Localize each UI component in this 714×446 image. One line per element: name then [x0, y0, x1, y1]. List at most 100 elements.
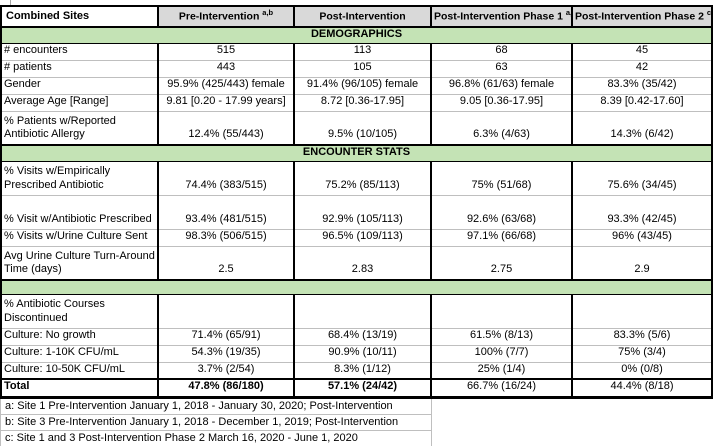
cell: 515	[157, 42, 294, 60]
cell: 54.3% (19/35)	[157, 344, 294, 362]
cell: 75% (3/4)	[571, 344, 712, 362]
cell: 6.3% (4/63)	[430, 110, 572, 145]
row-label: Gender	[1, 76, 158, 94]
footnote-marker: c	[706, 8, 712, 18]
cell: 71.4% (65/91)	[157, 327, 294, 345]
cell: 83.3% (5/6)	[571, 327, 712, 345]
row-label: # encounters	[1, 42, 158, 60]
cell: 44.4% (8/18)	[571, 378, 712, 398]
cell	[430, 293, 572, 328]
row-antibiotic-allergy: % Patients w/Reported Antibiotic Allergy…	[1, 110, 712, 145]
cell: 92.6% (63/68)	[430, 194, 572, 229]
cell: 9.05 [0.36-17.95]	[430, 93, 572, 111]
cell: 2.9	[571, 245, 712, 280]
cell	[571, 293, 712, 328]
cell: 75% (51/68)	[430, 160, 572, 195]
cell: 113	[293, 42, 431, 60]
row-label: % Patients w/Reported Antibiotic Allergy	[1, 110, 158, 145]
data-table: Combined Sites Pre-Intervention a,b Post…	[0, 5, 713, 399]
cell: 12.4% (55/443)	[157, 110, 294, 145]
row-label: Culture: 10-50K CFU/mL	[1, 361, 158, 380]
cell: 2.75	[430, 245, 572, 280]
header-label: Pre-Intervention	[178, 10, 260, 23]
header-combined-sites: Combined Sites	[1, 6, 158, 27]
cell: 3.7% (2/54)	[157, 361, 294, 380]
row-antibiotic-prescribed: % Visit w/Antibiotic Prescribed 93.4% (4…	[1, 194, 712, 229]
cell: 9.81 [0.20 - 17.99 years]	[157, 93, 294, 111]
row-total: Total 47.8% (86/180) 57.1% (24/42) 66.7%…	[1, 378, 712, 398]
row-label: % Visits w/Urine Culture Sent	[1, 228, 158, 246]
cell: 57.1% (24/42)	[293, 378, 431, 398]
cell: 8.72 [0.36-17.95]	[293, 93, 431, 111]
header-post-intervention-phase2: Post-Intervention Phase 2 c	[571, 6, 712, 27]
cell: 45	[571, 42, 712, 60]
footnote-c: c: Site 1 and 3 Post-Intervention Phase …	[1, 431, 431, 446]
cell: 97.1% (66/68)	[430, 228, 572, 246]
cell: 83.3% (35/42)	[571, 76, 712, 94]
cell: 2.83	[293, 245, 431, 280]
row-gender: Gender 95.9% (425/443) female 91.4% (96/…	[1, 76, 712, 94]
row-label: Culture: 1-10K CFU/mL	[1, 344, 158, 362]
row-label: Avg Urine Culture Turn-Around Time (days…	[1, 245, 158, 280]
row-patients: # patients 443 105 63 42	[1, 59, 712, 77]
cell: 14.3% (6/42)	[571, 110, 712, 145]
cell: 0% (0/8)	[571, 361, 712, 380]
cell: 96% (43/45)	[571, 228, 712, 246]
cell: 47.8% (86/180)	[157, 378, 294, 398]
footnote-marker: a,b	[565, 8, 572, 18]
cell: 96.5% (109/113)	[293, 228, 431, 246]
cell: 2.5	[157, 245, 294, 280]
header-label: Post-Intervention	[319, 10, 406, 23]
cell: 25% (1/4)	[430, 361, 572, 380]
cell: 93.3% (42/45)	[571, 194, 712, 229]
row-label: Total	[1, 378, 158, 398]
row-label: Average Age [Range]	[1, 93, 158, 111]
cell: 100% (7/7)	[430, 344, 572, 362]
cell: 66.7% (16/24)	[430, 378, 572, 398]
cell: 68	[430, 42, 572, 60]
cell	[293, 293, 431, 328]
cell: 96.8% (61/63) female	[430, 76, 572, 94]
cell: 68.4% (13/19)	[293, 327, 431, 345]
row-label: # patients	[1, 59, 158, 77]
section-encounter-stats: ENCOUNTER STATS	[1, 144, 712, 162]
cell: 75.2% (85/113)	[293, 160, 431, 195]
cell: 8.3% (1/12)	[293, 361, 431, 380]
row-label: % Visit w/Antibiotic Prescribed	[1, 194, 158, 229]
row-urine-culture-sent: % Visits w/Urine Culture Sent 98.3% (506…	[1, 228, 712, 246]
row-label: % Visits w/Empirically Prescribed Antibi…	[1, 160, 158, 195]
cell: 42	[571, 59, 712, 77]
cell: 8.39 [0.42-17.60]	[571, 93, 712, 111]
cell: 91.4% (96/105) female	[293, 76, 431, 94]
header-post-intervention: Post-Intervention	[293, 6, 431, 27]
row-average-age: Average Age [Range] 9.81 [0.20 - 17.99 y…	[1, 93, 712, 111]
cell	[157, 293, 294, 328]
row-turnaround-time: Avg Urine Culture Turn-Around Time (days…	[1, 245, 712, 280]
separator-cell	[1, 279, 712, 295]
cell: 93.4% (481/515)	[157, 194, 294, 229]
section-separator	[1, 279, 712, 295]
cell: 105	[293, 59, 431, 77]
section-demographics-label: DEMOGRAPHICS	[1, 26, 712, 44]
cell: 74.4% (383/515)	[157, 160, 294, 195]
cell: 75.6% (34/45)	[571, 160, 712, 195]
row-label: Culture: No growth	[1, 327, 158, 345]
row-empirically-prescribed: % Visits w/Empirically Prescribed Antibi…	[1, 160, 712, 195]
footnotes: a: Site 1 Pre-Intervention January 1, 20…	[0, 399, 432, 446]
row-courses-discontinued: % Antibiotic Courses Discontinued	[1, 293, 712, 328]
footnote-marker: a,b	[262, 8, 274, 18]
header-pre-intervention: Pre-Intervention a,b	[157, 6, 294, 27]
cell: 92.9% (105/113)	[293, 194, 431, 229]
header-label: Post-Intervention Phase 1	[434, 10, 563, 23]
cell: 95.9% (425/443) female	[157, 76, 294, 94]
row-label: % Antibiotic Courses Discontinued	[1, 293, 158, 328]
row-culture-no-growth: Culture: No growth 71.4% (65/91) 68.4% (…	[1, 327, 712, 345]
sheet-margin	[0, 0, 714, 5]
section-encounter-stats-label: ENCOUNTER STATS	[1, 144, 712, 162]
gridline-tick	[10, 0, 11, 5]
row-culture-10-50k: Culture: 10-50K CFU/mL 3.7% (2/54) 8.3% …	[1, 361, 712, 380]
footnote-a: a: Site 1 Pre-Intervention January 1, 20…	[1, 399, 431, 415]
cell: 98.3% (506/515)	[157, 228, 294, 246]
cell: 61.5% (8/13)	[430, 327, 572, 345]
